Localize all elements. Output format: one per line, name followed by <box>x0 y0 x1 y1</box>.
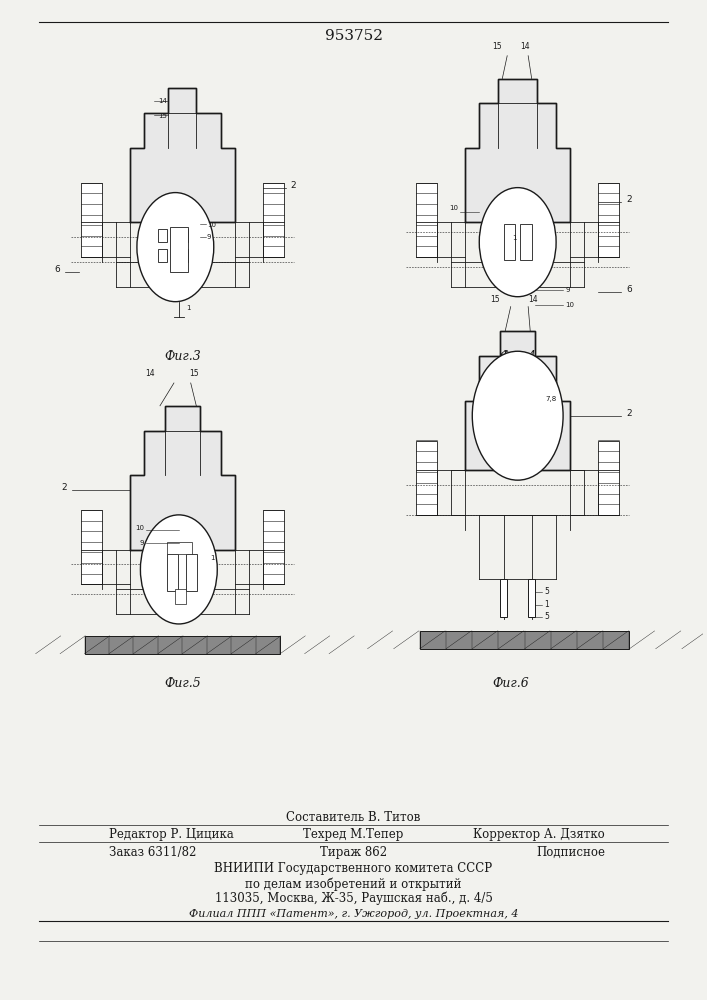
Text: по делам изобретений и открытий: по делам изобретений и открытий <box>245 877 462 891</box>
Bar <box>85 636 280 654</box>
Text: 2: 2 <box>291 181 296 190</box>
Bar <box>503 224 515 260</box>
Circle shape <box>472 351 563 480</box>
Text: 1: 1 <box>210 554 215 560</box>
Bar <box>416 440 438 515</box>
Text: Фиг.6: Фиг.6 <box>492 677 529 690</box>
Text: 10: 10 <box>565 302 574 308</box>
Bar <box>81 510 102 584</box>
Text: 6: 6 <box>54 265 60 274</box>
Circle shape <box>141 515 217 624</box>
Text: Редактор Р. Цицика: Редактор Р. Цицика <box>109 828 234 841</box>
Text: Заказ 6311/82: Заказ 6311/82 <box>109 846 197 859</box>
Text: Фиг.4: Фиг.4 <box>499 350 536 363</box>
Circle shape <box>479 188 556 297</box>
Bar <box>520 224 532 260</box>
Text: 9: 9 <box>565 287 570 293</box>
Bar <box>598 183 619 257</box>
Text: 6: 6 <box>626 285 632 294</box>
Text: 15: 15 <box>158 113 167 119</box>
Text: 953752: 953752 <box>325 29 382 43</box>
Text: 10: 10 <box>135 525 144 531</box>
Text: Филиал ППП «Патент», г. Ужгород, ул. Проектная, 4: Филиал ППП «Патент», г. Ужгород, ул. Про… <box>189 909 518 919</box>
Text: Корректор А. Дзятко: Корректор А. Дзятко <box>473 828 605 841</box>
Text: 14: 14 <box>145 369 154 378</box>
Bar <box>186 554 197 591</box>
Text: 9: 9 <box>139 540 144 546</box>
Text: 15: 15 <box>189 369 199 378</box>
Text: Тираж 862: Тираж 862 <box>320 846 387 859</box>
Bar <box>179 249 188 262</box>
Circle shape <box>137 193 214 302</box>
Bar <box>501 579 507 617</box>
Text: 113035, Москва, Ж-35, Раушская наб., д. 4/5: 113035, Москва, Ж-35, Раушская наб., д. … <box>214 892 493 905</box>
Bar <box>598 440 619 515</box>
Bar <box>81 183 102 257</box>
Bar <box>179 229 188 242</box>
Text: Фиг.3: Фиг.3 <box>164 350 201 363</box>
Bar <box>528 579 535 617</box>
Text: 1: 1 <box>512 235 516 241</box>
Text: 15: 15 <box>492 42 501 51</box>
Bar <box>158 249 167 262</box>
Text: 5: 5 <box>544 587 549 596</box>
Text: Техред М.Тепер: Техред М.Тепер <box>303 828 404 841</box>
Bar <box>416 183 438 257</box>
Bar <box>263 183 284 257</box>
Text: 14: 14 <box>528 295 538 304</box>
Text: 1: 1 <box>544 600 549 609</box>
Bar <box>158 229 167 242</box>
Text: 10: 10 <box>206 222 216 228</box>
Text: 2: 2 <box>62 483 67 492</box>
Polygon shape <box>465 79 570 222</box>
Bar <box>170 227 188 272</box>
Text: 14: 14 <box>158 98 167 104</box>
Text: 7,8: 7,8 <box>546 396 557 402</box>
Bar <box>167 542 192 554</box>
Text: 2: 2 <box>626 195 631 204</box>
Text: 15: 15 <box>491 295 501 304</box>
Polygon shape <box>130 88 235 222</box>
Text: Составитель В. Титов: Составитель В. Титов <box>286 811 421 824</box>
Text: Подписное: Подписное <box>536 846 605 859</box>
Bar <box>167 554 178 591</box>
Polygon shape <box>130 406 235 550</box>
Bar <box>420 631 629 649</box>
Text: ВНИИПИ Государственного комитета СССР: ВНИИПИ Государственного комитета СССР <box>214 862 493 875</box>
Text: 2: 2 <box>626 409 631 418</box>
Bar <box>263 510 284 584</box>
Text: Фиг.5: Фиг.5 <box>164 677 201 690</box>
Text: 5: 5 <box>544 612 549 621</box>
Text: 9: 9 <box>206 234 211 240</box>
Text: 10: 10 <box>450 205 458 211</box>
Text: 1: 1 <box>186 305 190 311</box>
Polygon shape <box>465 331 570 470</box>
Bar <box>175 589 186 604</box>
Text: 14: 14 <box>520 42 530 51</box>
